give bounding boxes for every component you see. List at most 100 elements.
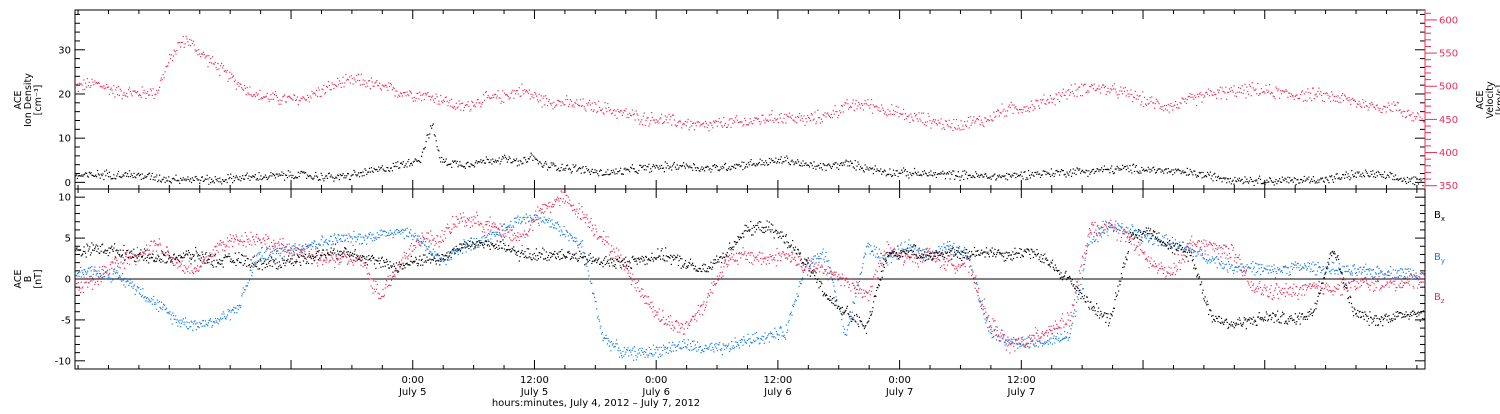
velocity-series-point [122, 98, 123, 99]
by-series-point [761, 339, 762, 340]
velocity-series-point [256, 92, 257, 93]
by-series-point [559, 226, 560, 227]
velocity-series-point [587, 105, 588, 106]
by-series-point [189, 322, 190, 323]
velocity-series-point [1039, 108, 1040, 109]
velocity-series-point [632, 109, 633, 110]
velocity-series-point [1380, 108, 1381, 109]
by-series-point [630, 352, 631, 353]
density-series-point [745, 166, 746, 167]
velocity-series-point [497, 96, 498, 97]
density-series-point [229, 177, 230, 178]
density-series-point [1214, 173, 1215, 174]
density-series-point [174, 178, 175, 179]
velocity-series-point [394, 88, 395, 89]
by-series-point [1179, 242, 1180, 243]
density-series-point [494, 161, 495, 162]
by-series-point [1010, 341, 1011, 342]
velocity-series-point [1014, 107, 1015, 108]
density-series-point [77, 178, 78, 179]
velocity-series-point [1247, 91, 1248, 92]
density-series-point [623, 174, 624, 175]
by-series-point [1293, 264, 1294, 265]
by-series-point [1214, 259, 1215, 260]
by-series-point [1222, 267, 1223, 268]
by-series-point [1048, 340, 1049, 341]
by-series-point [160, 307, 161, 308]
velocity-series-point [785, 122, 786, 123]
density-series-point [1254, 185, 1255, 186]
velocity-series-point [269, 101, 270, 102]
velocity-series-point [1143, 106, 1144, 107]
velocity-series-point [1028, 108, 1029, 109]
by-series-point [872, 251, 873, 252]
velocity-series-point [693, 122, 694, 123]
by-series-point [647, 354, 648, 355]
velocity-series-point [349, 76, 350, 77]
velocity-series-point [952, 130, 953, 131]
velocity-series-point [674, 119, 675, 120]
by-series-point [490, 238, 491, 239]
velocity-series-point [234, 81, 235, 82]
velocity-series-point [150, 88, 151, 89]
density-series-point [1243, 183, 1244, 184]
density-series-point [783, 161, 784, 162]
velocity-series-point [1163, 110, 1164, 111]
by-series-point [123, 280, 124, 281]
velocity-series-point [129, 87, 130, 88]
by-series-point [1223, 268, 1224, 269]
velocity-series-point [113, 85, 114, 86]
density-series-point [1059, 174, 1060, 175]
velocity-series-point [658, 122, 659, 123]
velocity-series-point [898, 107, 899, 108]
by-series-point [237, 305, 238, 306]
by-series-point [730, 349, 731, 350]
velocity-series-point [398, 95, 399, 96]
density-series-point [1275, 181, 1276, 182]
density-series-point [469, 166, 470, 167]
density-series-point [1258, 178, 1259, 179]
density-series-point [113, 174, 114, 175]
velocity-series-point [284, 94, 285, 95]
velocity-series-point [687, 121, 688, 122]
by-series-point [1106, 222, 1107, 223]
density-series-point [915, 172, 916, 173]
velocity-series-point [85, 83, 86, 84]
density-series-point [278, 176, 279, 177]
by-series-point [788, 322, 789, 323]
by-series-point [106, 271, 107, 272]
velocity-series-point [84, 89, 85, 90]
by-series-point [164, 305, 165, 306]
by-series-point [784, 337, 785, 338]
density-series-point [1050, 176, 1051, 177]
by-series-point [360, 237, 361, 238]
density-series-point [1110, 168, 1111, 169]
velocity-series-point [921, 113, 922, 114]
density-series-point [1406, 183, 1407, 184]
by-series-point [347, 238, 348, 239]
velocity-series-point [1287, 97, 1288, 98]
velocity-series-point [1027, 110, 1028, 111]
velocity-series-point [1278, 89, 1279, 90]
density-series-point [866, 167, 867, 168]
by-series-point [960, 250, 961, 251]
velocity-series-point [208, 55, 209, 56]
velocity-series-point [367, 86, 368, 87]
velocity-series-point [712, 127, 713, 128]
density-series-point [1305, 181, 1306, 182]
by-series-point [579, 244, 580, 245]
velocity-series-point [742, 125, 743, 126]
velocity-series-point [510, 93, 511, 94]
by-series-point [977, 284, 978, 285]
by-series-point [86, 272, 87, 273]
by-series-point [671, 345, 672, 346]
density-series-point [457, 161, 458, 162]
by-series-point [1230, 266, 1231, 267]
density-series-point [129, 170, 130, 171]
velocity-series-point [948, 126, 949, 127]
velocity-series-point [1031, 101, 1032, 102]
velocity-series-point [1127, 90, 1128, 91]
by-series-point [343, 235, 344, 236]
by-series-point [644, 351, 645, 352]
density-series-point [818, 165, 819, 166]
